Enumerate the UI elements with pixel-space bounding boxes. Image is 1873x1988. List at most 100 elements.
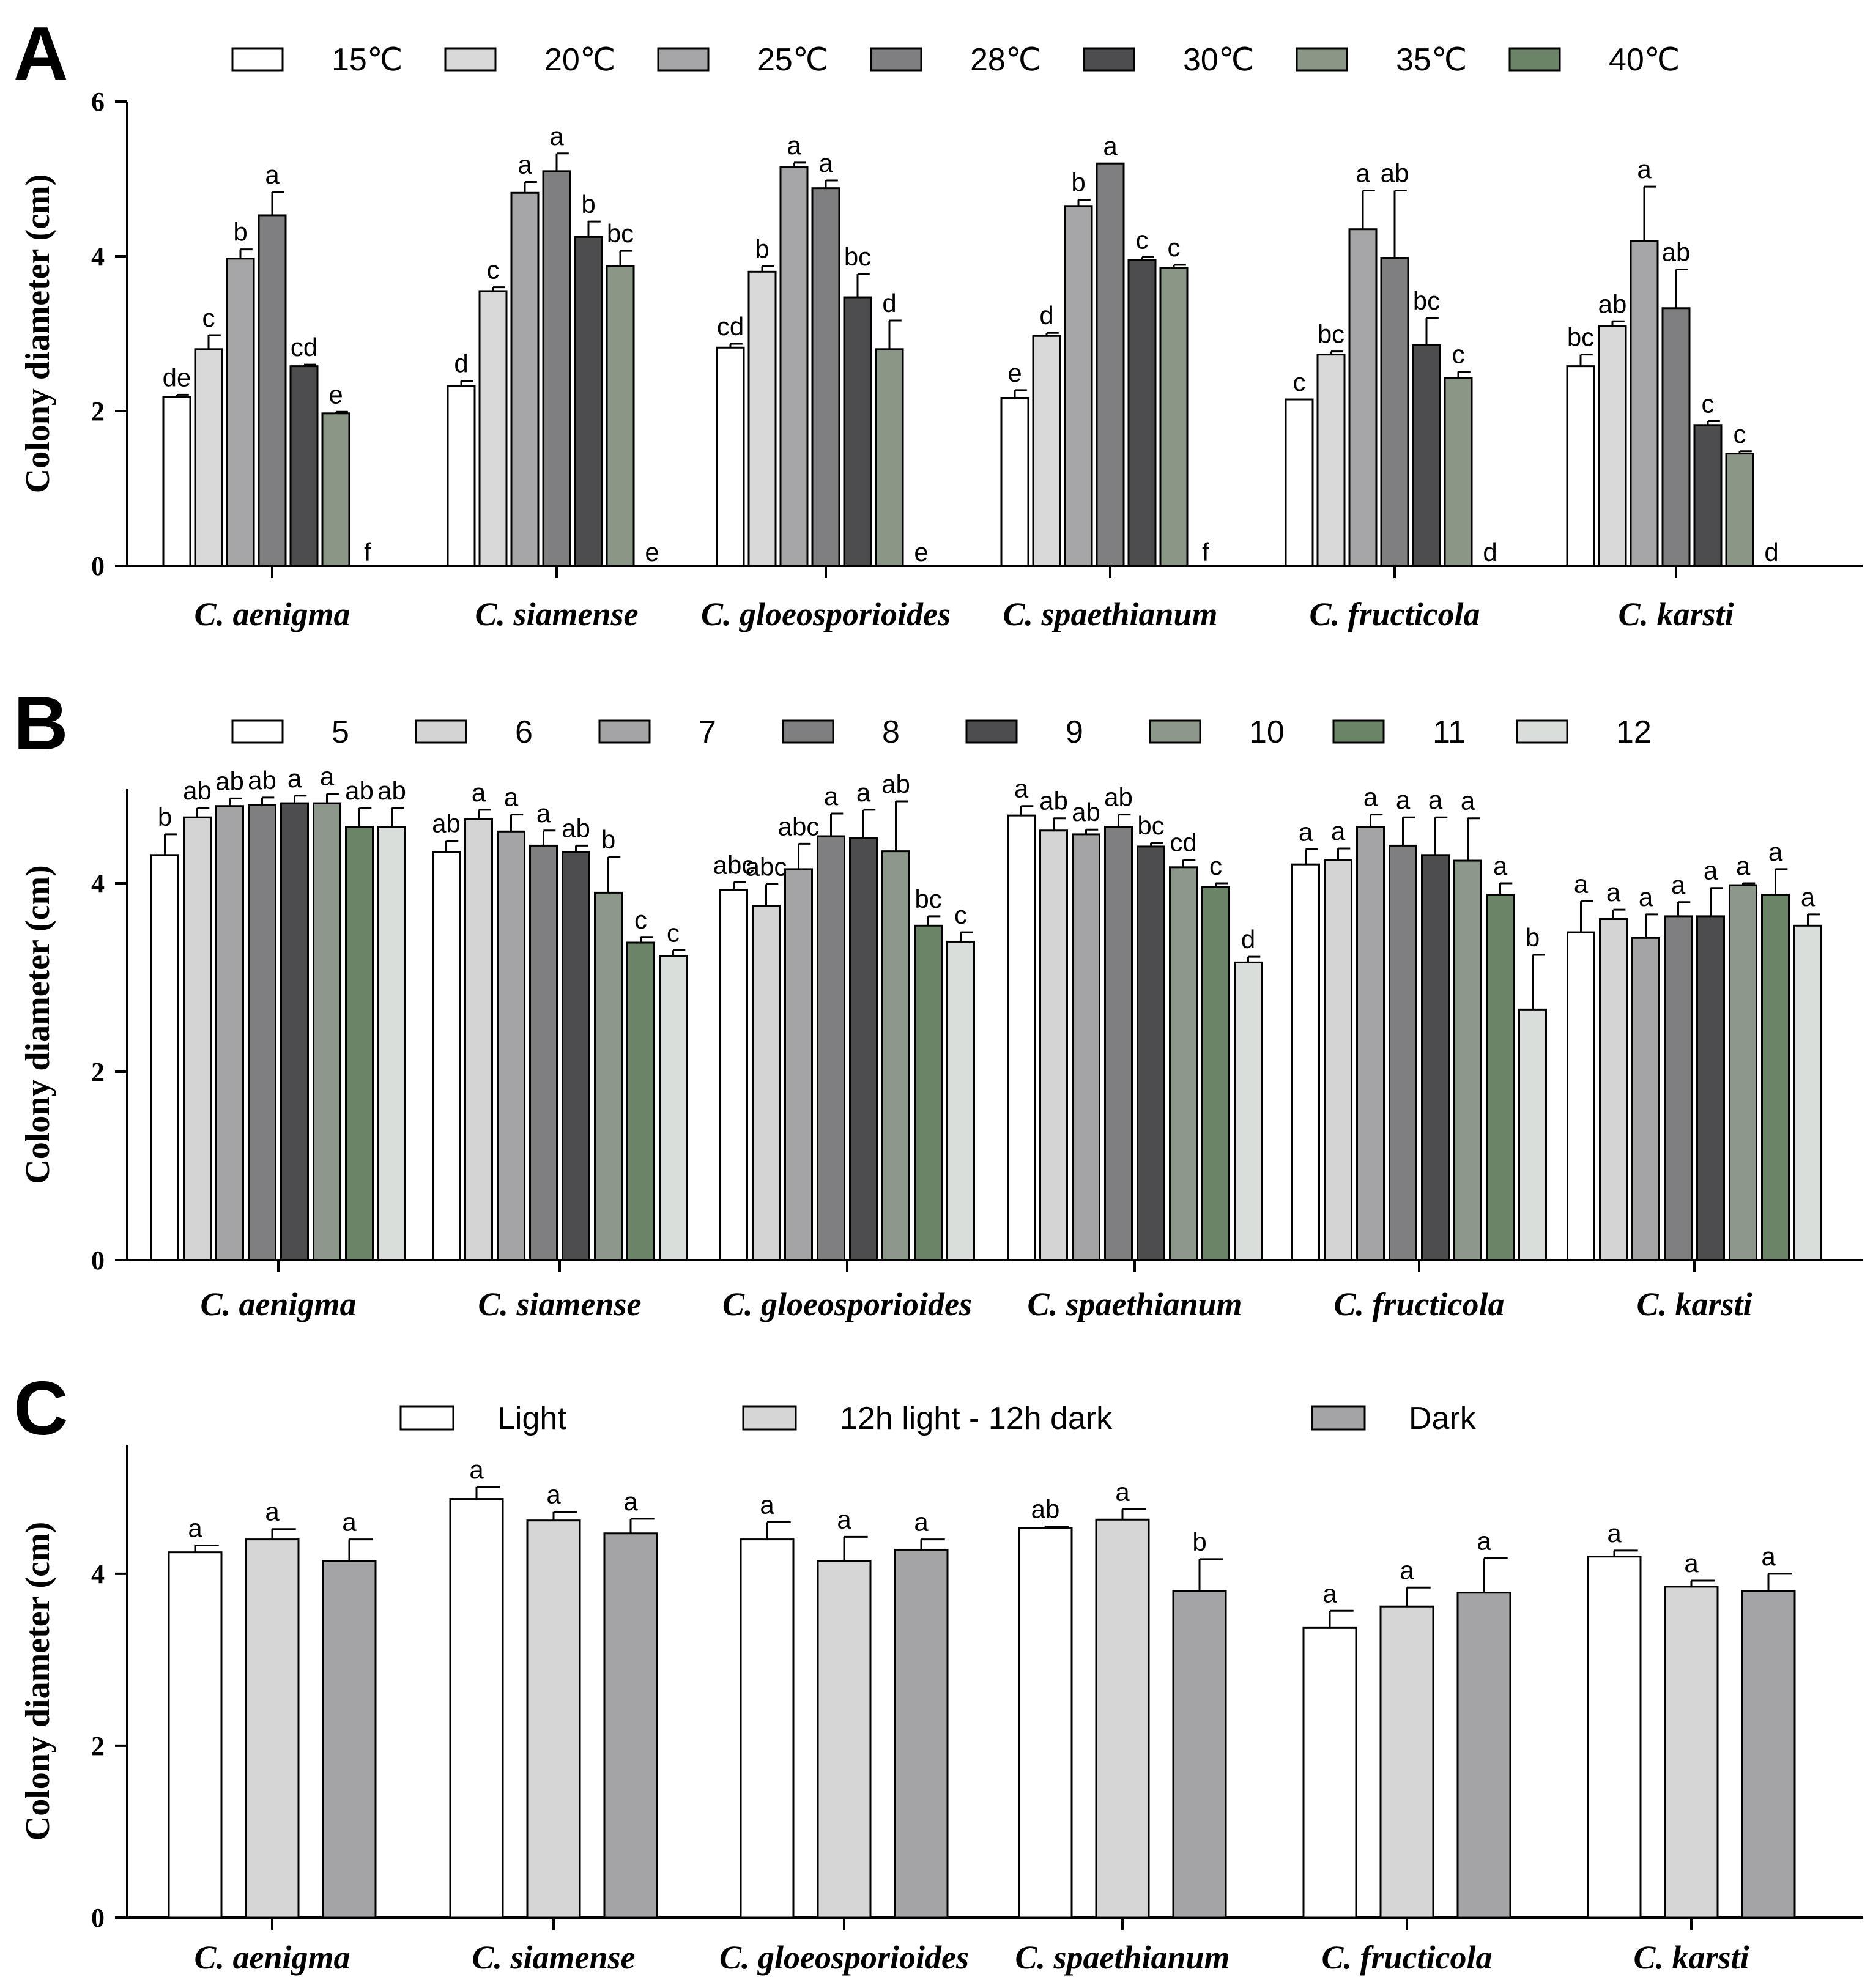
panel-b-y-tick-label: 2 xyxy=(91,1057,105,1087)
panel-a-significance-label: a xyxy=(265,160,280,189)
panel-a-significance-label: a xyxy=(1637,155,1652,184)
panel-a-bar xyxy=(1598,325,1627,567)
panel-a-bar xyxy=(258,214,287,567)
panel-a-bar xyxy=(1693,424,1723,567)
panel-b-significance-label: bc xyxy=(1137,811,1164,840)
panel-b: B 0 2 4 Colony diameter (cm) 5 6 7 8 9 10 11 12 C. ae… xyxy=(13,681,1863,1322)
panel-a-bar xyxy=(875,348,904,567)
panel-a-significance-label: d xyxy=(1764,538,1778,566)
panel-a-bar xyxy=(1380,257,1409,567)
panel-b-bar xyxy=(432,851,461,1261)
panel-b-significance-label: d xyxy=(1241,925,1255,954)
panel-b-bar xyxy=(497,830,525,1261)
panel-b-bar xyxy=(377,826,406,1261)
panel-c-significance-label: a xyxy=(837,1505,851,1534)
panel-a-legend-swatch xyxy=(1083,47,1135,72)
panel-b-bar xyxy=(1696,915,1725,1261)
panel-a-significance-label: a xyxy=(1356,158,1370,187)
panel-a-significance-label: ab xyxy=(1598,289,1627,318)
panel-c-bar xyxy=(1456,1592,1511,1919)
panel-a-y-axis-title: Colony diameter (cm) xyxy=(19,174,57,494)
panel-a-significance-label: c xyxy=(202,303,215,332)
panel-b-bar xyxy=(1421,854,1450,1261)
panel-c-y-axis-title: Colony diameter (cm) xyxy=(19,1522,57,1841)
panel-a-significance-label: c xyxy=(1452,339,1465,368)
panel-b-bar xyxy=(215,805,244,1261)
panel-b-bar xyxy=(248,804,276,1261)
panel-b-legend-label: 9 xyxy=(1066,714,1083,750)
panel-b-significance-label: b xyxy=(158,803,172,831)
panel-a-legend-swatch xyxy=(231,47,284,72)
panel-c-significance-label: a xyxy=(914,1508,929,1537)
panel-a-bar xyxy=(510,191,540,567)
panel-b-bar xyxy=(1567,931,1595,1261)
panel-b-significance-label: ab xyxy=(215,766,244,795)
panel-a-significance-label: bc xyxy=(1318,320,1344,349)
panel-a-significance-label: ab xyxy=(1662,238,1691,267)
panel-c-bar xyxy=(817,1560,872,1919)
panel-b-bar xyxy=(1486,893,1515,1261)
panel-a-significance-label: ab xyxy=(1381,158,1409,187)
panel-c-bar xyxy=(449,1498,504,1919)
panel-a-significance-label: e xyxy=(328,380,343,409)
panel-a-significance-label: c xyxy=(1702,389,1715,418)
panel-c-category-label: C. gloeosporioides xyxy=(719,1939,969,1976)
panel-b-bar xyxy=(1453,859,1482,1261)
panel-a-legend-swatch xyxy=(1508,47,1561,72)
panel-a-bar xyxy=(289,365,319,567)
panel-c-significance-label: a xyxy=(1761,1542,1776,1571)
panel-b-significance-label: ab xyxy=(881,770,910,798)
panel-b-bar xyxy=(784,868,813,1261)
panel-a-bar xyxy=(1630,240,1659,567)
panel-b-legend-label: 12 xyxy=(1616,714,1652,750)
panel-b-bar xyxy=(849,837,878,1261)
panel-c-legend-label: 12h light - 12h dark xyxy=(840,1401,1113,1436)
panel-b-legend-label: 5 xyxy=(332,714,349,750)
panel-c-legend-swatch xyxy=(1311,1405,1366,1431)
panel-a-significance-label: a xyxy=(549,122,564,150)
panel-b-legend-swatch xyxy=(415,719,467,744)
panel-b-bar xyxy=(1356,826,1385,1261)
panel-c-significance-label: a xyxy=(1607,1519,1622,1548)
panel-c-significance-label: a xyxy=(188,1513,202,1542)
panel-c-bar xyxy=(1741,1590,1796,1919)
panel-b-bar xyxy=(752,905,781,1261)
panel-b-significance-label: a xyxy=(1606,878,1621,907)
panel-a-legend-label: 25℃ xyxy=(757,42,828,78)
panel-b-bar xyxy=(1291,863,1320,1261)
panel-b-bar xyxy=(562,851,590,1261)
panel-a-bar xyxy=(321,412,350,567)
panel-a-legend-label: 20℃ xyxy=(544,42,615,78)
panel-b-significance-label: a xyxy=(1014,774,1029,803)
panel-b-significance-label: a xyxy=(287,764,302,793)
panel-a-significance-label: b xyxy=(755,234,769,263)
panel-b-significance-label: c xyxy=(954,900,967,929)
panel-a-legend-label: 30℃ xyxy=(1183,42,1254,78)
panel-c-legend-swatch xyxy=(399,1405,454,1431)
panel-c-significance-label: a xyxy=(546,1480,561,1509)
panel-b-category-label: C. siamense xyxy=(478,1286,641,1322)
panel-b-bar xyxy=(150,854,179,1261)
panel-b-significance-label: a xyxy=(1704,856,1718,885)
panel-b-category-label: C. aenigma xyxy=(200,1286,356,1322)
panel-c-significance-label: a xyxy=(1115,1477,1130,1506)
panel-c-bar xyxy=(1172,1590,1227,1919)
panel-c-category-label: C. aenigma xyxy=(194,1939,350,1976)
panel-c-bar xyxy=(894,1548,949,1919)
panel-c-bar xyxy=(1587,1556,1642,1919)
panel-b-significance-label: a xyxy=(1736,851,1751,880)
panel-a-significance-label: b xyxy=(1071,168,1085,197)
panel-a-legend-swatch xyxy=(870,47,922,72)
panel-b-significance-label: ab xyxy=(1039,787,1068,815)
panel-a-significance-label: bc xyxy=(1413,286,1440,315)
panel-b-bar xyxy=(1137,845,1165,1261)
panel-b-bar xyxy=(1324,859,1352,1261)
panel-b-bar xyxy=(183,816,212,1261)
panel-b-significance-label: ab xyxy=(248,766,276,795)
panel-b-legend-swatch xyxy=(1332,719,1385,744)
panel-c-letter: C xyxy=(13,1367,69,1451)
panel-b-bar xyxy=(1793,924,1822,1261)
panel-c-y-tick-label: 0 xyxy=(91,1903,105,1933)
panel-c-bar xyxy=(1664,1586,1719,1919)
